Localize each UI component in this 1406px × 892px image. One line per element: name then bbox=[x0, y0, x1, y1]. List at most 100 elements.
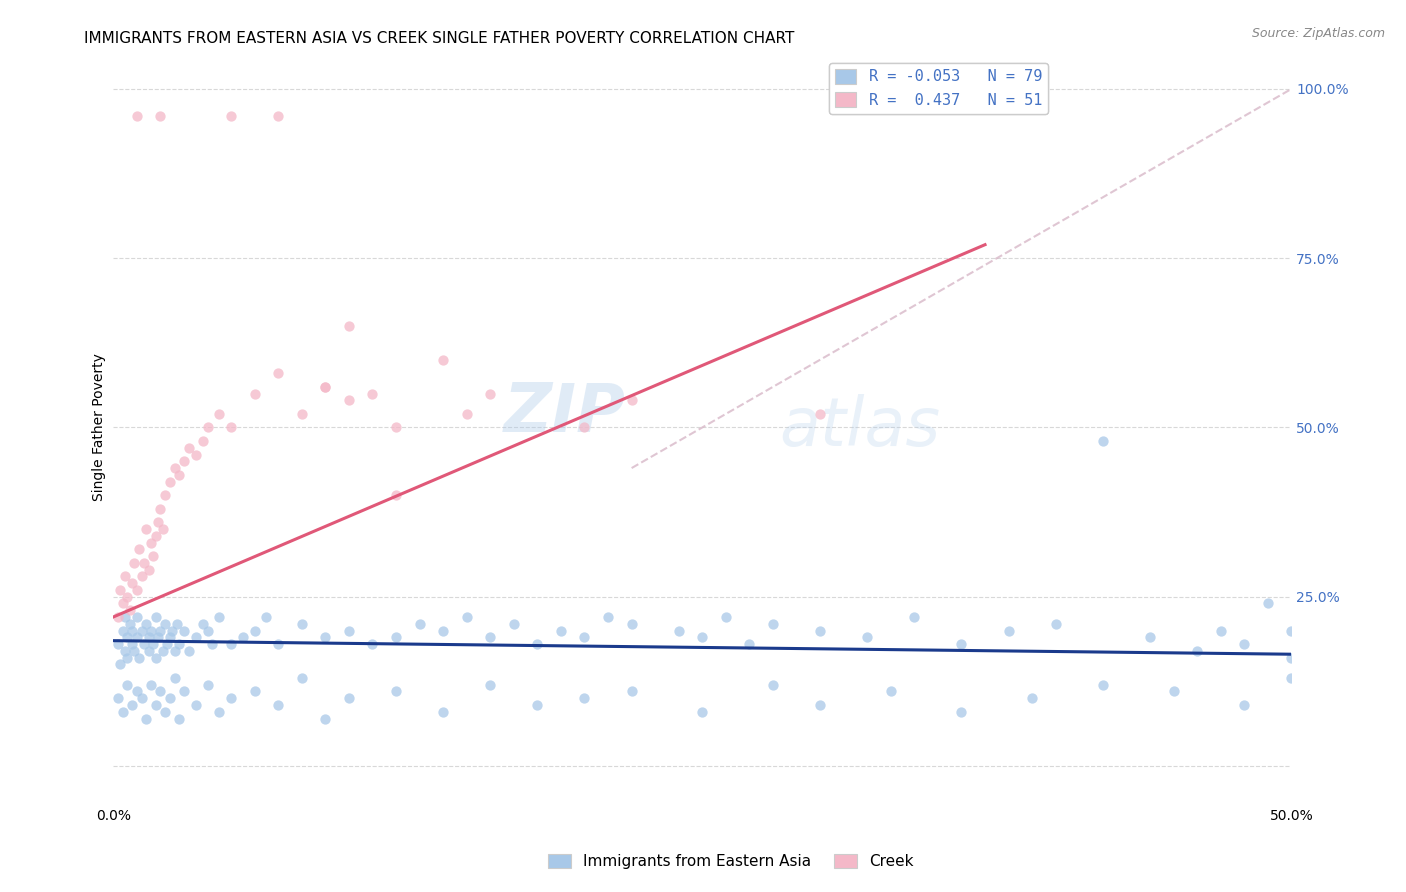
Point bbox=[167, 712, 190, 726]
Point bbox=[692, 630, 714, 644]
Point bbox=[167, 467, 190, 482]
Point bbox=[159, 475, 181, 489]
Point bbox=[197, 624, 219, 638]
Point bbox=[1233, 698, 1256, 712]
Point bbox=[191, 616, 214, 631]
Point bbox=[142, 549, 165, 563]
Point bbox=[574, 420, 596, 434]
Point bbox=[596, 610, 619, 624]
Point bbox=[173, 454, 195, 468]
Point bbox=[692, 705, 714, 719]
Point bbox=[139, 624, 162, 638]
Point bbox=[149, 624, 172, 638]
Point bbox=[149, 684, 172, 698]
Point bbox=[152, 644, 174, 658]
Point bbox=[117, 650, 139, 665]
Point bbox=[163, 461, 186, 475]
Point bbox=[243, 386, 266, 401]
Point bbox=[132, 637, 155, 651]
Point bbox=[131, 624, 153, 638]
Point bbox=[197, 678, 219, 692]
Point bbox=[997, 624, 1019, 638]
Text: IMMIGRANTS FROM EASTERN ASIA VS CREEK SINGLE FATHER POVERTY CORRELATION CHART: IMMIGRANTS FROM EASTERN ASIA VS CREEK SI… bbox=[84, 31, 794, 46]
Point bbox=[135, 616, 157, 631]
Point bbox=[479, 678, 502, 692]
Point bbox=[232, 630, 254, 644]
Point bbox=[121, 637, 143, 651]
Point bbox=[574, 691, 596, 706]
Point bbox=[121, 698, 143, 712]
Text: Source: ZipAtlas.com: Source: ZipAtlas.com bbox=[1251, 27, 1385, 40]
Point bbox=[526, 698, 548, 712]
Point bbox=[1279, 650, 1302, 665]
Point bbox=[714, 610, 737, 624]
Point bbox=[456, 407, 478, 421]
Point bbox=[1279, 671, 1302, 685]
Point bbox=[124, 556, 146, 570]
Point bbox=[1185, 644, 1208, 658]
Point bbox=[149, 109, 172, 123]
Point bbox=[167, 637, 190, 651]
Point bbox=[153, 616, 176, 631]
Point bbox=[950, 637, 973, 651]
Point bbox=[163, 671, 186, 685]
Point bbox=[254, 610, 277, 624]
Point bbox=[208, 407, 231, 421]
Point bbox=[432, 352, 454, 367]
Point bbox=[184, 630, 207, 644]
Point bbox=[107, 691, 129, 706]
Point bbox=[502, 616, 524, 631]
Point bbox=[314, 380, 336, 394]
Point bbox=[456, 610, 478, 624]
Point bbox=[385, 420, 408, 434]
Point bbox=[118, 603, 141, 617]
Point bbox=[219, 637, 242, 651]
Point bbox=[291, 671, 314, 685]
Point bbox=[243, 624, 266, 638]
Point bbox=[314, 712, 336, 726]
Point bbox=[125, 109, 148, 123]
Point bbox=[1209, 624, 1232, 638]
Point bbox=[117, 590, 139, 604]
Point bbox=[146, 630, 169, 644]
Point bbox=[880, 684, 903, 698]
Point bbox=[1279, 624, 1302, 638]
Point bbox=[191, 434, 214, 448]
Point bbox=[267, 698, 290, 712]
Point bbox=[208, 610, 231, 624]
Point bbox=[1257, 597, 1279, 611]
Point bbox=[197, 420, 219, 434]
Point bbox=[184, 698, 207, 712]
Point bbox=[314, 380, 336, 394]
Point bbox=[385, 684, 408, 698]
Point bbox=[385, 488, 408, 502]
Point bbox=[219, 691, 242, 706]
Point bbox=[159, 630, 181, 644]
Point bbox=[219, 420, 242, 434]
Point bbox=[152, 522, 174, 536]
Point bbox=[160, 624, 183, 638]
Point bbox=[208, 705, 231, 719]
Point bbox=[173, 684, 195, 698]
Point bbox=[138, 563, 160, 577]
Point bbox=[337, 624, 360, 638]
Point bbox=[1091, 434, 1114, 448]
Point bbox=[145, 529, 167, 543]
Point bbox=[156, 637, 179, 651]
Point bbox=[159, 691, 181, 706]
Point bbox=[149, 501, 172, 516]
Point bbox=[145, 610, 167, 624]
Point bbox=[184, 448, 207, 462]
Point bbox=[117, 630, 139, 644]
Point bbox=[479, 630, 502, 644]
Point bbox=[668, 624, 690, 638]
Text: atlas: atlas bbox=[779, 394, 941, 460]
Point bbox=[110, 657, 132, 672]
Point bbox=[138, 630, 160, 644]
Point bbox=[138, 644, 160, 658]
Point bbox=[124, 644, 146, 658]
Point bbox=[142, 637, 165, 651]
Point bbox=[114, 644, 136, 658]
Point bbox=[808, 624, 831, 638]
Point bbox=[574, 630, 596, 644]
